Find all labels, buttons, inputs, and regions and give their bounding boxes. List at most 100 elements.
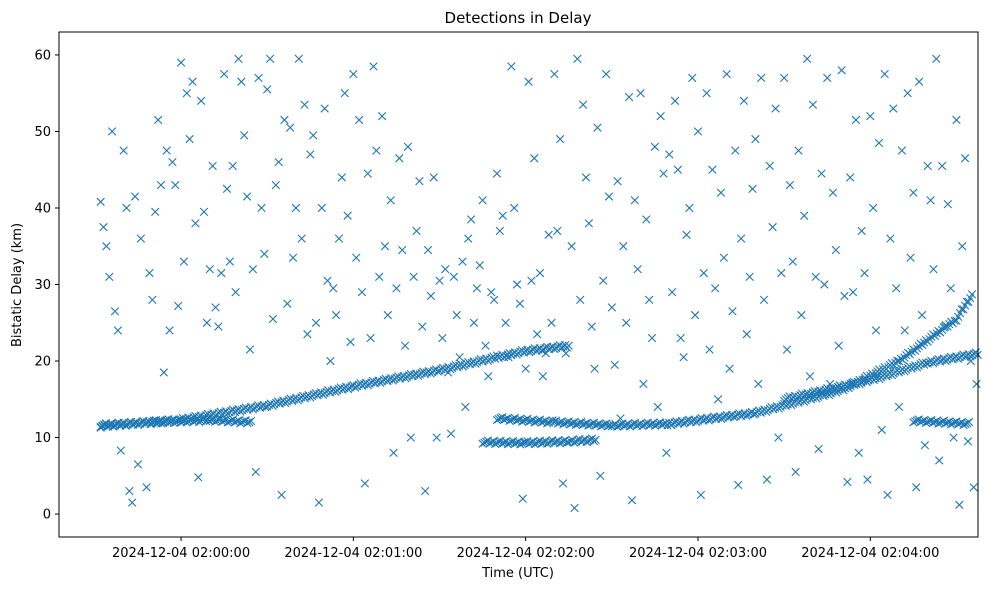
- detection-point: [894, 402, 904, 412]
- detection-point: [202, 318, 212, 327]
- detection-point: [510, 203, 519, 213]
- detection-point: [96, 197, 105, 207]
- detection-point: [122, 203, 131, 213]
- detection-point: [280, 115, 289, 125]
- detection-point: [972, 379, 981, 389]
- detection-point: [607, 303, 617, 312]
- detection-point: [366, 333, 375, 343]
- detection-point: [145, 268, 154, 278]
- detection-point: [389, 448, 398, 458]
- detection-point: [219, 69, 229, 79]
- x-tick-label: 2024-12-04 02:04:00: [801, 546, 939, 561]
- detection-point: [329, 284, 338, 293]
- detection-point: [952, 115, 961, 125]
- detection-point: [734, 480, 743, 490]
- detection-point: [518, 494, 527, 503]
- detection-point: [748, 184, 757, 194]
- detection-point: [495, 226, 505, 236]
- detection-point: [205, 265, 214, 274]
- detection-point: [897, 146, 907, 155]
- detection-point: [650, 142, 660, 151]
- detection-point: [231, 287, 240, 297]
- detection-point: [412, 226, 421, 236]
- detection-point: [283, 299, 292, 308]
- detection-point: [693, 127, 703, 136]
- detection-point: [593, 123, 602, 132]
- detection-point: [914, 77, 924, 86]
- detection-point: [199, 207, 209, 216]
- detection-point: [211, 303, 220, 312]
- detection-point: [489, 295, 499, 304]
- detection-point: [337, 173, 347, 182]
- detection-point: [889, 104, 898, 113]
- x-tick-label: 2024-12-04 02:00:00: [112, 546, 250, 561]
- detection-point: [702, 89, 711, 98]
- detection-point: [176, 58, 186, 67]
- detection-point: [257, 203, 266, 213]
- detection-point: [834, 341, 843, 350]
- detection-point: [464, 234, 473, 243]
- detection-point: [656, 111, 665, 121]
- detection-point: [665, 150, 674, 159]
- detection-point: [958, 242, 967, 251]
- detection-point: [274, 157, 283, 167]
- detection-point: [912, 483, 921, 492]
- detection-point: [802, 54, 812, 63]
- y-tick-label: 60: [34, 48, 51, 63]
- chart-title: Detections in Delay: [445, 9, 592, 27]
- detection-point: [854, 448, 864, 458]
- detection-point: [340, 89, 349, 98]
- detection-point: [208, 161, 217, 171]
- detection-point: [173, 301, 183, 311]
- detection-point: [251, 467, 260, 477]
- detection-point: [739, 96, 749, 106]
- detection-point: [153, 115, 163, 125]
- detection-point: [415, 177, 424, 186]
- detection-point: [676, 333, 685, 343]
- detection-point: [110, 307, 120, 316]
- detection-point: [179, 257, 189, 266]
- detection-point: [162, 146, 171, 155]
- detection-point: [530, 154, 539, 163]
- detection-point: [346, 337, 355, 347]
- detection-point: [923, 161, 932, 171]
- detection-point: [846, 173, 855, 182]
- detection-point: [512, 280, 522, 289]
- detection-point: [639, 379, 648, 389]
- detection-point: [935, 456, 944, 465]
- detection-point: [745, 272, 754, 282]
- detection-point: [334, 234, 344, 243]
- detection-point: [662, 448, 671, 458]
- detection-point: [777, 268, 786, 278]
- detection-point: [613, 177, 622, 186]
- y-tick-label: 40: [34, 201, 51, 216]
- detection-point: [225, 257, 235, 266]
- detection-point: [788, 257, 797, 266]
- detection-point: [260, 249, 269, 259]
- detection-point: [960, 154, 970, 163]
- target-track-6-point: [963, 418, 972, 428]
- y-tick-label: 10: [34, 431, 51, 446]
- detection-point: [165, 326, 174, 335]
- detection-point: [234, 54, 243, 63]
- detection-point: [622, 318, 631, 327]
- detection-point: [955, 500, 964, 510]
- x-tick-label: 2024-12-04 02:01:00: [284, 546, 422, 561]
- detection-point: [814, 444, 823, 454]
- detection-point: [627, 496, 637, 505]
- detection-point: [268, 314, 278, 324]
- detection-point: [532, 330, 542, 339]
- detection-point: [917, 310, 927, 320]
- detection-point: [848, 287, 858, 297]
- target-track-1-point: [562, 343, 572, 352]
- target-track-6-point: [964, 417, 974, 427]
- detection-point: [380, 242, 390, 251]
- detection-point: [240, 131, 249, 140]
- detection-point: [386, 196, 395, 205]
- detection-point: [567, 242, 576, 251]
- detection-point: [125, 486, 134, 496]
- detection-point: [105, 272, 114, 282]
- detection-point: [360, 479, 370, 488]
- detection-point: [630, 196, 639, 205]
- detection-point: [438, 333, 447, 343]
